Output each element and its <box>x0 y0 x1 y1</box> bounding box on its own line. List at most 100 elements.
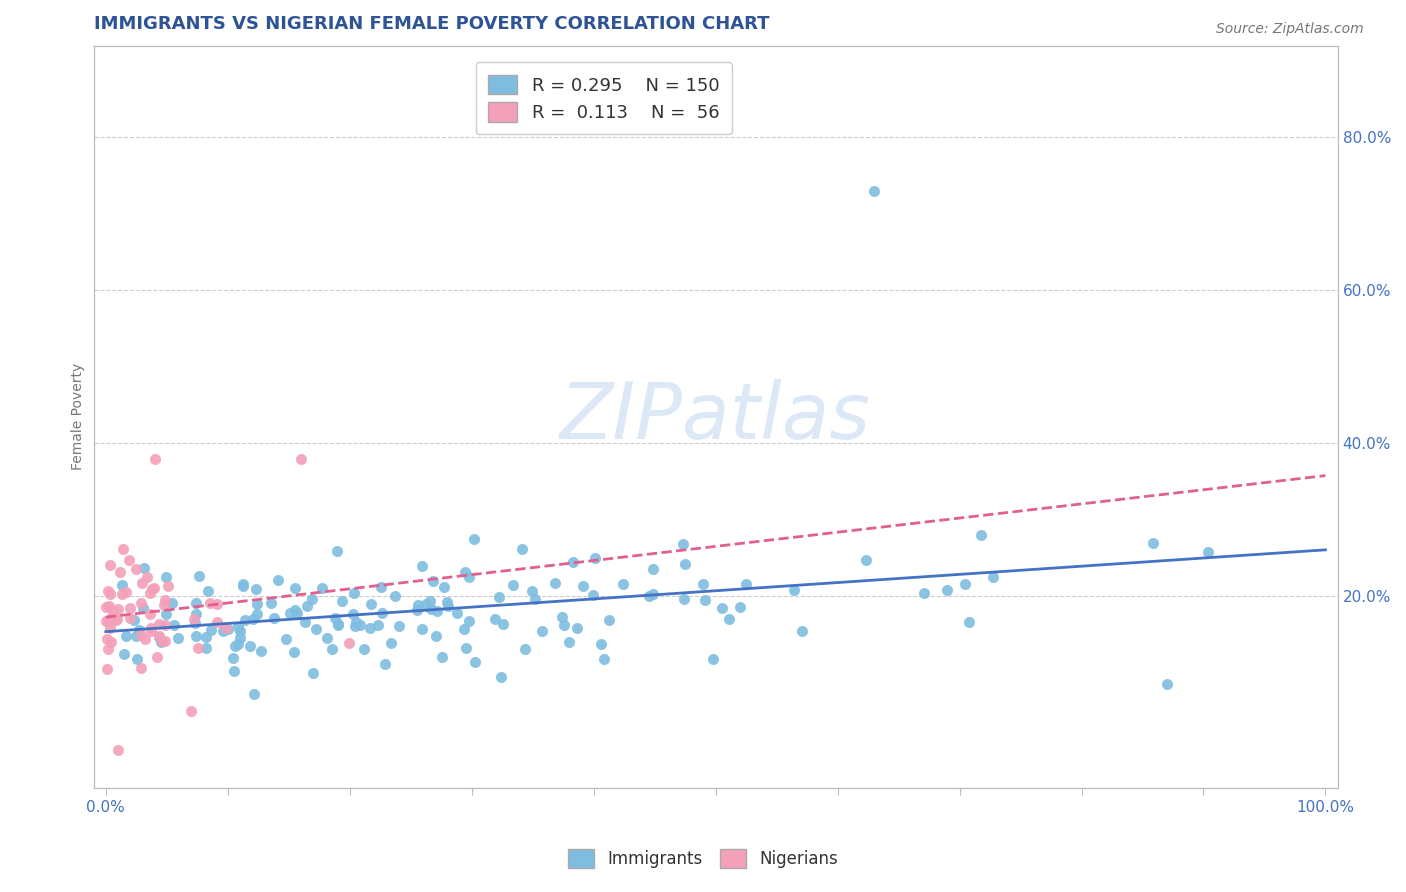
Point <box>693 593 716 607</box>
Point <box>531 624 554 638</box>
Point <box>522 584 544 599</box>
Point <box>370 580 392 594</box>
Point <box>125 562 148 576</box>
Point <box>157 579 180 593</box>
Point <box>122 613 145 627</box>
Point <box>131 576 153 591</box>
Y-axis label: Female Poverty: Female Poverty <box>72 363 86 470</box>
Point <box>112 542 135 557</box>
Point <box>118 553 141 567</box>
Point <box>155 618 177 632</box>
Point <box>205 615 228 629</box>
Point <box>513 642 536 657</box>
Point <box>328 618 350 632</box>
Point <box>224 639 246 653</box>
Point <box>373 657 395 671</box>
Point <box>453 565 475 579</box>
Text: ZIPatlas: ZIPatlas <box>560 379 872 455</box>
Point <box>98 587 121 601</box>
Point <box>155 570 177 584</box>
Point <box>232 576 254 591</box>
Point <box>105 612 128 626</box>
Point <box>672 537 695 551</box>
Point <box>936 582 959 597</box>
Point <box>294 615 316 629</box>
Point <box>163 618 186 632</box>
Point <box>186 629 208 643</box>
Point <box>110 565 132 579</box>
Point <box>419 593 441 607</box>
Point <box>148 630 170 644</box>
Point <box>426 604 449 618</box>
Point <box>226 620 249 634</box>
Point <box>96 614 118 628</box>
Point <box>101 604 124 618</box>
Point <box>583 550 606 565</box>
Point <box>502 578 524 592</box>
Point <box>100 635 122 649</box>
Point <box>456 640 478 655</box>
Point <box>380 636 402 650</box>
Point <box>717 612 740 626</box>
Point <box>96 632 118 646</box>
Point <box>155 607 177 622</box>
Point <box>523 592 546 607</box>
Point <box>344 615 367 629</box>
Point <box>790 624 813 638</box>
Point <box>229 624 252 639</box>
Point <box>484 612 506 626</box>
Point <box>224 664 246 678</box>
Point <box>957 615 980 629</box>
Point <box>184 596 207 610</box>
Point <box>562 555 585 569</box>
Point <box>94 599 117 614</box>
Point <box>153 592 176 607</box>
Point <box>129 596 152 610</box>
Point <box>139 624 162 638</box>
Point <box>458 614 481 628</box>
Point <box>637 590 659 604</box>
Point <box>388 619 411 633</box>
Legend: Immigrants, Nigerians: Immigrants, Nigerians <box>561 843 845 875</box>
Point <box>162 597 184 611</box>
Point <box>200 623 222 637</box>
Point <box>127 651 149 665</box>
Point <box>315 632 337 646</box>
Point <box>553 618 575 632</box>
Point <box>198 596 221 610</box>
Point <box>673 591 696 606</box>
Point <box>134 632 156 647</box>
Point <box>141 621 163 635</box>
Point <box>488 591 510 605</box>
Point <box>297 599 319 613</box>
Point <box>132 560 155 574</box>
Point <box>150 635 173 649</box>
Point <box>111 587 134 601</box>
Point <box>107 601 129 615</box>
Point <box>146 649 169 664</box>
Point <box>1156 677 1178 691</box>
Point <box>572 578 595 592</box>
Point <box>129 661 152 675</box>
Point <box>98 558 121 573</box>
Point <box>641 562 664 576</box>
Point <box>302 666 325 681</box>
Point <box>912 585 935 599</box>
Point <box>311 581 333 595</box>
Point <box>367 617 389 632</box>
Point <box>551 610 574 624</box>
Point <box>125 629 148 643</box>
Point <box>233 613 256 627</box>
Point <box>129 628 152 642</box>
Point <box>436 595 458 609</box>
Point <box>118 601 141 615</box>
Point <box>492 616 515 631</box>
Point <box>110 578 132 592</box>
Point <box>226 637 249 651</box>
Point <box>274 632 297 646</box>
Point <box>458 570 481 584</box>
Point <box>96 662 118 676</box>
Point <box>245 582 267 597</box>
Point <box>153 634 176 648</box>
Point <box>186 607 208 622</box>
